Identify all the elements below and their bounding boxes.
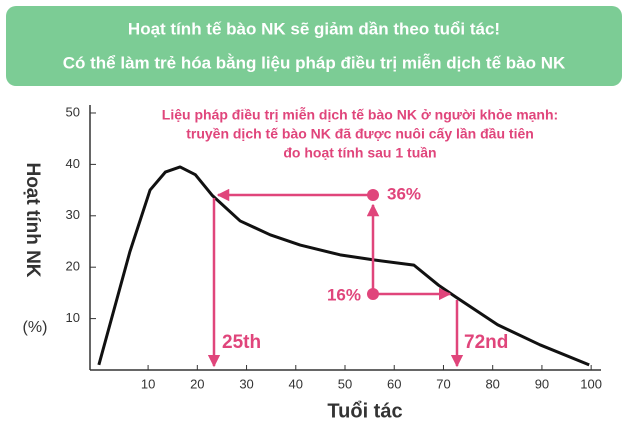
x-tick-label: 10 [141, 376, 155, 391]
note-line: truyền dịch tế bào NK đã được nuôi cấy l… [186, 126, 534, 142]
x-tick-label: 70 [436, 376, 450, 391]
x-tick-label: 100 [580, 376, 602, 391]
y-tick-label: 20 [66, 259, 80, 274]
plot: 10 20 30 40 50 10 20 30 40 50 60 70 80 90 100 [66, 104, 602, 391]
x-tick-label: 80 [485, 376, 499, 391]
y-axis-label: Hoạt tính NK [22, 162, 43, 277]
header-line: Có thể làm trẻ hóa bằng liệu pháp điều t… [63, 53, 566, 72]
y-unit: (%) [23, 319, 48, 336]
annotation: 25th [222, 332, 261, 353]
x-tick-label: 40 [289, 376, 303, 391]
y-tick-label: 10 [66, 310, 80, 325]
x-tick-label: 60 [387, 376, 401, 391]
x-tick-label: 50 [338, 376, 352, 391]
x-tick-label: 90 [535, 376, 549, 391]
annotation: 16% [327, 285, 361, 304]
x-tick-label: 20 [190, 376, 204, 391]
note-line: Liệu pháp điều trị miễn dịch tế bào NK ở… [162, 107, 558, 123]
note-line: đo hoạt tính sau 1 tuần [283, 145, 436, 161]
y-tick-label: 40 [66, 156, 80, 171]
annotation: 72nd [464, 332, 508, 353]
dot [367, 288, 379, 300]
header-line: Hoạt tính tế bào NK sẽ giảm dần theo tuổ… [128, 19, 500, 38]
x-tick-label: 30 [239, 376, 253, 391]
activity-line [97, 165, 590, 367]
x-axis-label: Tuổi tác [327, 400, 402, 422]
y-tick-label: 30 [66, 207, 80, 222]
arrows [207, 188, 464, 368]
y-tick-label: 50 [66, 104, 80, 119]
header-box [6, 6, 622, 86]
annotation: 36% [387, 184, 421, 203]
dot [367, 189, 379, 201]
